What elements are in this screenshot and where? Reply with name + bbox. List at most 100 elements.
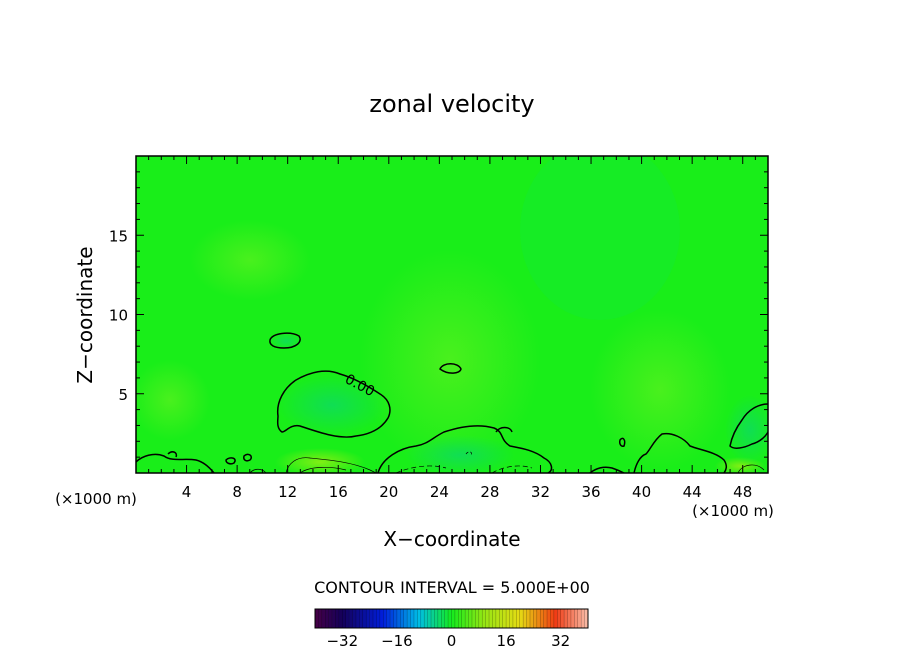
zero-contour-line [377,425,553,473]
colorbar-cell [506,609,510,628]
x-tick-label: 12 [278,483,297,501]
zero-contour-line [243,453,253,462]
colorbar-cell [540,609,544,628]
zero-contour-line [633,432,728,473]
colorbar-cell [461,609,466,628]
colorbar-cell [465,609,469,628]
colorbar-cell [547,609,551,628]
colorbar-cell [390,609,394,628]
colorbar-cell [413,609,418,628]
negative-velocity-region [277,375,387,435]
colorbar-cell [574,609,579,628]
colorbar-cell [345,609,350,628]
x-tick-label: 36 [581,483,600,501]
colorbar-cell [499,609,503,628]
colorbar-cell [325,609,329,628]
colorbar-cell [509,609,514,628]
colorbar-cell [529,609,534,628]
colorbar-cell [386,609,391,628]
colorbar-cell [359,609,364,628]
chart-title: zonal velocity [369,90,534,118]
colorbar-cell [403,609,408,628]
zero-contour-line [269,332,301,349]
plot-area: 0.00 [136,156,768,473]
colorbar-cell [441,609,445,628]
colorbar-cell [427,609,432,628]
colorbar-cell [536,609,541,628]
x-tick-label: 24 [430,483,449,501]
colorbar-frame [314,608,589,629]
colorbar [314,608,589,629]
positive-velocity-region [136,360,210,440]
colorbar-cell [478,609,483,628]
colorbar-cell [437,609,442,628]
zero-contour-line [136,453,215,473]
colorbar-cell [577,609,582,628]
colorbar-cell [369,609,374,628]
zero-contour-line [589,466,625,473]
zero-contour-line [495,426,513,433]
zero-contour-line [439,363,462,374]
colorbar-cell [468,609,473,628]
colorbar-cell [362,609,367,628]
colorbar-cell [393,609,398,628]
negative-velocity-region [270,333,302,349]
x-tick-label: 48 [733,483,752,501]
colorbar-cell [352,609,357,628]
colorbar-cell [454,609,459,628]
colorbar-cell [523,609,527,628]
colorbar-cell [321,609,326,628]
x-tick-label: 32 [531,483,550,501]
negative-velocity-region [520,156,680,320]
colorbar-cell [519,609,524,628]
negative-velocity-region [405,435,515,473]
positive-velocity-region [275,448,365,473]
colorbar-cell [560,609,565,628]
colorbar-cell [335,609,340,628]
colorbar-cell [379,609,384,628]
colorbar-tick-label: 16 [497,632,516,650]
colorbar-cell [553,609,558,628]
x-tick-label: 16 [329,483,348,501]
positive-contour-line [299,466,347,473]
colorbar-cell [526,609,531,628]
positive-contour-line [249,468,267,473]
zero-contour-line [619,437,626,447]
colorbar-cell [328,609,333,628]
x-tick-label: 28 [480,483,499,501]
colorbar-cell [475,609,480,628]
zero-contour-line [225,457,236,465]
colorbar-cell [512,609,517,628]
negative-contour-line [465,451,472,457]
negative-contour-line [491,465,533,473]
colorbar-cell [366,609,370,628]
colorbar-tick-label: 0 [447,632,457,650]
x-unit-label-left: (×1000 m) [55,490,137,508]
colorbar-cell [431,609,435,628]
x-axis: 4 8 12 16 20 24 28 32 36 40 44 48 [148,156,756,501]
colorbar-cell [420,609,425,628]
colorbar-cell [557,609,561,628]
zero-contour-line [729,403,768,449]
colorbar-cell [400,609,405,628]
colorbar-cell [567,609,572,628]
x-tick-label: 8 [232,483,242,501]
colorbar-cell [492,609,497,628]
colorbar-cell [584,609,589,628]
colorbar-cell [434,609,439,628]
zero-contours [136,332,768,473]
colorbar-cell [383,609,387,628]
colorbar-cell [570,609,575,628]
colorbar-cell [550,609,555,628]
contour-interval-text: CONTOUR INTERVAL = 5.000E+00 [314,578,590,597]
colorbar-cell [564,609,568,628]
colorbar-cell [407,609,411,628]
colorbar-cell [332,609,336,628]
x-tick-label: 40 [632,483,651,501]
colorbar-cell [489,609,493,628]
y-tick-label: 15 [109,227,128,245]
colorbar-cell [355,609,360,628]
colorbar-cell [373,609,377,628]
colorbar-ticks: −32 −16 0 16 32 [326,632,570,650]
